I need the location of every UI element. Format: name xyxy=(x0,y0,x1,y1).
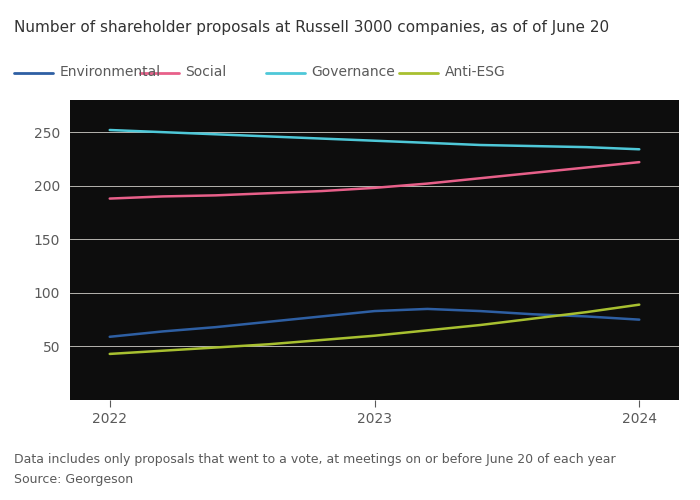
Environmental xyxy=(476,308,484,314)
Anti-ESG xyxy=(635,302,643,308)
Anti-ESG xyxy=(265,342,273,347)
Social xyxy=(265,190,273,196)
Anti-ESG xyxy=(582,309,591,315)
Anti-ESG xyxy=(211,344,220,350)
Social xyxy=(317,188,326,194)
Environmental xyxy=(582,314,591,320)
Text: Environmental: Environmental xyxy=(60,66,160,80)
Governance xyxy=(370,138,379,143)
Environmental xyxy=(370,308,379,314)
Environmental xyxy=(158,328,167,334)
Environmental xyxy=(424,306,432,312)
Social xyxy=(158,194,167,200)
Governance xyxy=(265,134,273,140)
Social xyxy=(529,170,538,176)
Line: Governance: Governance xyxy=(110,130,639,150)
Line: Environmental: Environmental xyxy=(110,309,639,337)
Social xyxy=(370,185,379,191)
Text: Anti-ESG: Anti-ESG xyxy=(444,66,505,80)
Governance xyxy=(635,146,643,152)
Environmental xyxy=(211,324,220,330)
Social xyxy=(211,192,220,198)
Text: Data includes only proposals that went to a vote, at meetings on or before June : Data includes only proposals that went t… xyxy=(14,452,615,466)
Environmental xyxy=(529,312,538,318)
Anti-ESG xyxy=(370,332,379,338)
Anti-ESG xyxy=(424,328,432,334)
Social xyxy=(424,180,432,186)
Governance xyxy=(158,129,167,135)
Text: Social: Social xyxy=(186,66,227,80)
Governance xyxy=(317,136,326,141)
Social xyxy=(476,175,484,181)
Environmental xyxy=(635,316,643,322)
Governance xyxy=(476,142,484,148)
Anti-ESG xyxy=(106,351,114,357)
Line: Social: Social xyxy=(110,162,639,198)
Anti-ESG xyxy=(158,348,167,354)
Governance xyxy=(211,132,220,138)
Governance xyxy=(582,144,591,150)
Governance xyxy=(529,143,538,149)
Anti-ESG xyxy=(317,337,326,343)
Text: Governance: Governance xyxy=(312,66,395,80)
Text: Number of shareholder proposals at Russell 3000 companies, as of of June 20: Number of shareholder proposals at Russe… xyxy=(14,20,609,35)
Anti-ESG xyxy=(476,322,484,328)
Anti-ESG xyxy=(529,316,538,322)
Governance xyxy=(424,140,432,146)
Governance xyxy=(106,127,114,133)
Environmental xyxy=(106,334,114,340)
Social xyxy=(106,196,114,202)
Line: Anti-ESG: Anti-ESG xyxy=(110,304,639,354)
Environmental xyxy=(265,319,273,325)
Social xyxy=(635,159,643,165)
Text: Source: Georgeson: Source: Georgeson xyxy=(14,472,133,486)
Social xyxy=(582,164,591,170)
Environmental xyxy=(317,314,326,320)
